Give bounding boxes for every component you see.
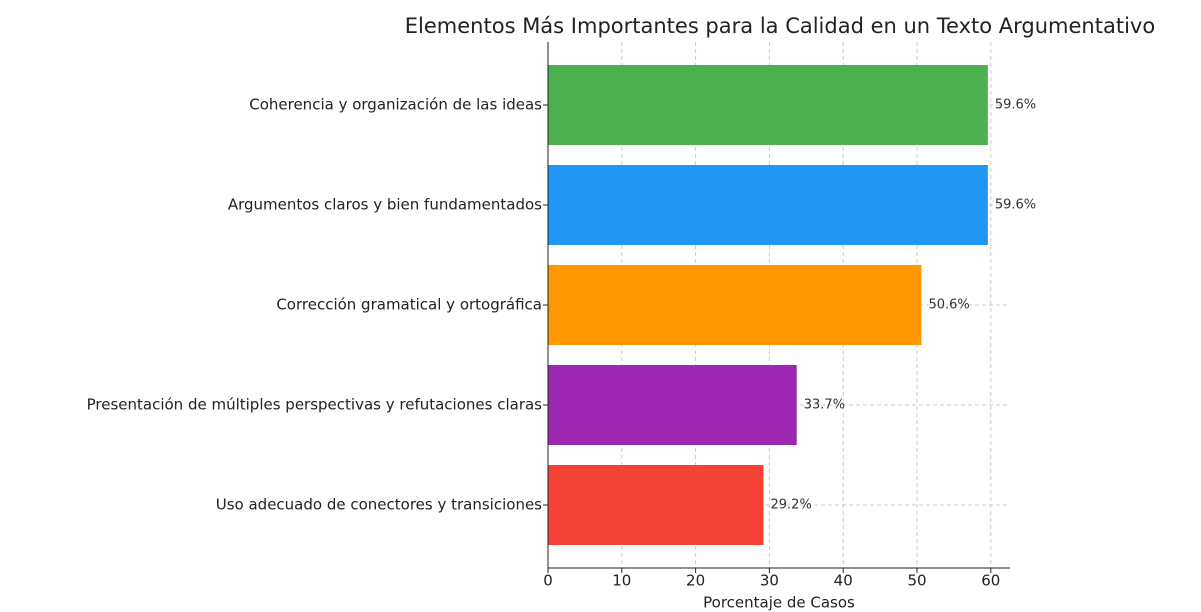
value-label: 29.2% <box>771 498 812 513</box>
bar <box>548 465 764 545</box>
bar <box>548 65 988 145</box>
x-tick-label: 20 <box>686 572 705 590</box>
value-label: 50.6% <box>928 298 969 313</box>
value-label: 33.7% <box>804 398 845 413</box>
x-tick-label: 10 <box>612 572 631 590</box>
x-tick-label: 0 <box>543 572 553 590</box>
x-axis-label: Porcentaje de Casos <box>703 594 855 612</box>
x-tick-label: 30 <box>760 572 779 590</box>
y-tick-label: Corrección gramatical y ortográfica <box>276 296 542 314</box>
value-label: 59.6% <box>995 198 1036 213</box>
bar <box>548 265 922 345</box>
value-label: 59.6% <box>995 98 1036 113</box>
y-tick-label: Presentación de múltiples perspectivas y… <box>87 396 543 414</box>
chart-title: Elementos Más Importantes para la Calida… <box>405 14 1155 38</box>
y-tick-label: Uso adecuado de conectores y transicione… <box>216 496 542 514</box>
y-tick-label: Coherencia y organización de las ideas <box>249 96 542 114</box>
x-tick-label: 40 <box>834 572 853 590</box>
x-tick-label: 50 <box>907 572 926 590</box>
bar <box>548 365 797 445</box>
y-tick-label: Argumentos claros y bien fundamentados <box>228 196 542 214</box>
bar <box>548 165 988 245</box>
x-tick-label: 60 <box>981 572 1000 590</box>
